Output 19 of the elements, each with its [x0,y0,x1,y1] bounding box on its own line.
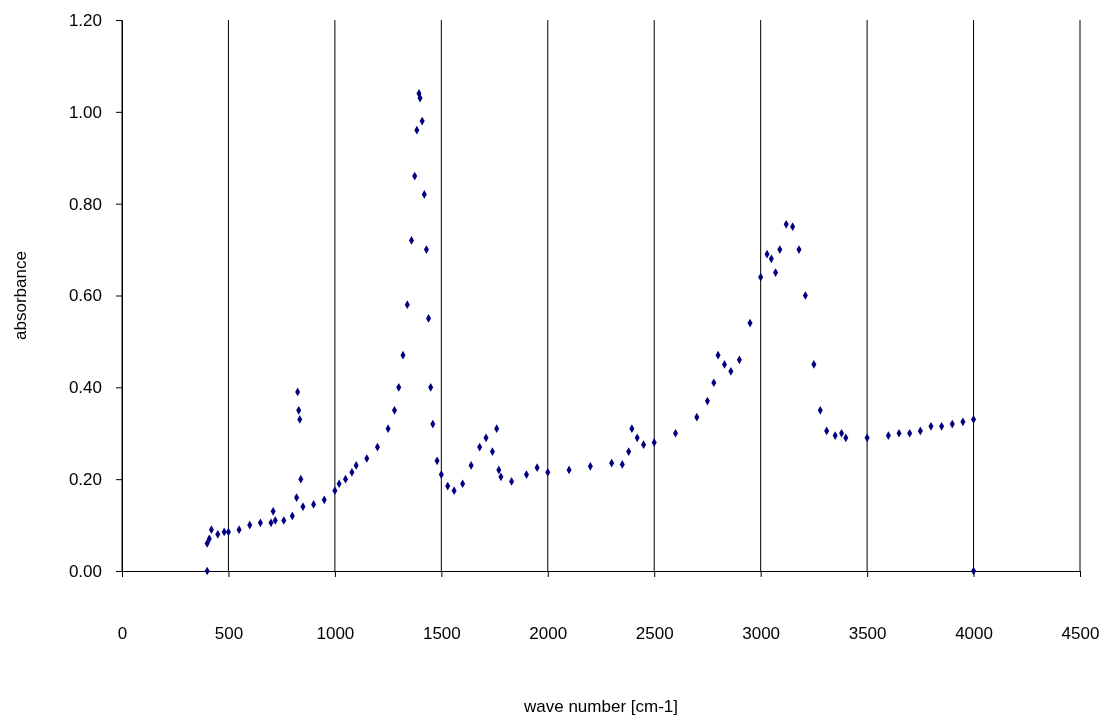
y-tick-label: 0.40 [68,378,102,398]
y-tick-label: 1.00 [68,102,102,122]
x-axis-title: wave number [cm-1] [523,697,678,716]
x-tick-label: 0 [117,624,128,644]
x-tick-label: 3500 [848,624,887,644]
x-tick-label: 500 [214,624,244,644]
y-tick-label: 1.20 [68,10,102,30]
x-tick-label: 4000 [955,624,993,644]
y-tick-label: 0.80 [68,194,102,214]
x-tick-label: 3000 [742,624,781,644]
y-axis-title: absorbance [11,251,30,340]
y-tick-label: 0.20 [68,470,102,490]
x-tick-label: 2500 [635,624,674,644]
y-tick-label: 0.00 [68,561,102,581]
x-tick-label: 4500 [1061,624,1100,644]
y-tick-label: 0.60 [68,286,102,306]
x-tick-label: 1500 [422,624,461,644]
x-tick-label: 1000 [316,624,355,644]
x-tick-label: 2000 [529,624,568,644]
